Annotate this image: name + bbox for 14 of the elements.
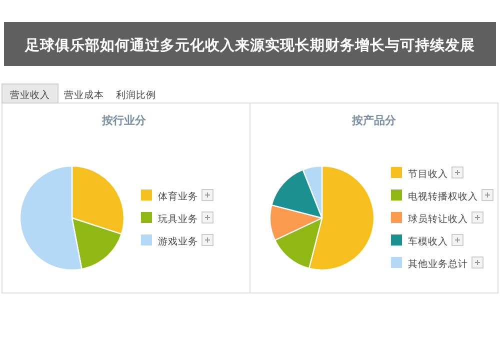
legend-label: 游戏业务	[158, 236, 198, 248]
text: 营业成本	[64, 89, 104, 101]
text: 营业收入	[10, 89, 50, 101]
legend-label: 车模收入	[408, 236, 448, 248]
legend-label: 球员转让收入	[408, 213, 468, 225]
legend-label: 玩具业务	[158, 213, 198, 225]
legend-label: 电视转播权收入	[408, 190, 478, 202]
chart-title: 按行业分	[101, 114, 147, 127]
text: 利润比例	[116, 89, 156, 101]
legend-label: 节目收入	[408, 168, 448, 180]
chart-title: 按产品分	[351, 114, 397, 127]
legend-label: 其他业务总计	[408, 258, 468, 270]
legend-label: 体育业务	[158, 190, 198, 202]
text: 足球俱乐部如何通过多元化收入来源实现长期财务增长与可持续发展	[24, 36, 475, 54]
